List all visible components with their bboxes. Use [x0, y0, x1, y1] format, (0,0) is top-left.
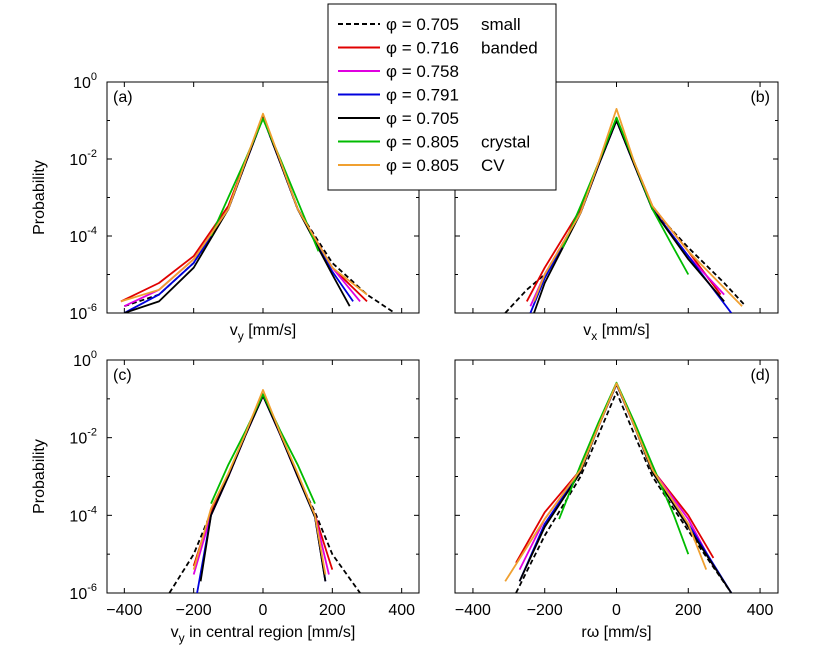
y-tick-exponent: -2: [87, 148, 97, 160]
series-line-5: [199, 394, 327, 582]
y-tick-base: 10: [69, 152, 87, 169]
series-line-6: [561, 116, 690, 275]
y-tick-base: 10: [69, 586, 87, 603]
x-tick-label: 0: [259, 602, 268, 619]
series-line-2: [192, 393, 334, 570]
legend-label: φ = 0.705: [386, 15, 459, 34]
series-line-7: [192, 388, 327, 575]
y-tick-exponent: -2: [87, 427, 97, 439]
series-line-3: [192, 394, 330, 575]
legend-label: φ = 0.805: [386, 133, 459, 152]
legend-label: φ = 0.805: [386, 156, 459, 175]
x-tick-label: −400: [455, 602, 491, 619]
legend-label: φ = 0.705: [386, 109, 459, 128]
x-label-rest: in central region [mm/s]: [185, 624, 356, 641]
y-tick-base: 10: [69, 508, 87, 525]
y-tick-exponent: 0: [91, 71, 97, 83]
x-tick-label: 400: [747, 602, 774, 619]
x-label-rest: [mm/s]: [244, 322, 296, 339]
series-line-1: [515, 391, 733, 593]
panel-b: (b) vx [mm/s]: [454, 81, 779, 343]
y-tick-base: 10: [69, 306, 87, 323]
x-label-main: v: [171, 624, 179, 641]
legend-label: φ = 0.758: [386, 62, 459, 81]
series-group: [120, 112, 396, 313]
x-label-main: rω: [581, 624, 599, 641]
x-tick-label: 0: [612, 602, 621, 619]
y-tick-exponent: -4: [87, 504, 97, 516]
x-axis-label: vx [mm/s]: [583, 322, 649, 343]
x-label-rest: [mm/s]: [599, 624, 651, 641]
x-axis-label: vy in central region [mm/s]: [171, 624, 356, 645]
y-tick-base: 10: [73, 75, 91, 92]
series-line-1: [168, 392, 361, 593]
x-tick-label: 200: [319, 602, 346, 619]
x-label-rest: [mm/s]: [597, 322, 649, 339]
y-tick-exponent: -4: [87, 225, 97, 237]
legend-note: banded: [481, 39, 538, 58]
y-axis-label: Probability: [31, 439, 48, 514]
x-axis-label: rω [mm/s]: [581, 624, 651, 641]
series-group: [168, 388, 361, 593]
y-tick-label: 100: [73, 71, 97, 92]
series-group: [504, 381, 733, 593]
x-tick-label: 200: [675, 602, 702, 619]
legend-note: CV: [481, 156, 505, 175]
y-axis-label: Probability: [31, 160, 48, 235]
panel-label: (c): [113, 367, 132, 384]
y-tick-exponent: -6: [87, 302, 97, 314]
series-line-7: [533, 108, 743, 307]
y-tick-label: 10-4: [69, 504, 97, 525]
legend-note: crystal: [481, 133, 530, 152]
y-tick-base: 10: [69, 431, 87, 448]
series-line-6: [210, 393, 316, 504]
x-tick-label: 400: [388, 602, 415, 619]
series-line-6: [210, 118, 320, 252]
series-line-7: [504, 382, 708, 582]
x-label-sub: x: [591, 329, 597, 343]
x-tick-label: −400: [106, 602, 142, 619]
y-tick-label: 10-2: [69, 427, 97, 448]
x-label-main: v: [583, 322, 591, 339]
series-line-5: [533, 119, 725, 313]
y-tick-label: 10-6: [69, 582, 97, 603]
y-tick-exponent: -6: [87, 582, 97, 594]
legend-label: φ = 0.791: [386, 86, 459, 105]
panel-label: (d): [750, 367, 770, 384]
panel-label: (b): [750, 89, 770, 106]
x-tick-label: −200: [527, 602, 563, 619]
y-tick-exponent: 0: [91, 349, 97, 361]
y-tick-label: 100: [73, 349, 97, 370]
legend-label: φ = 0.716: [386, 39, 459, 58]
x-tick-label: −200: [176, 602, 212, 619]
series-line-2: [515, 382, 715, 564]
series-line-3: [123, 116, 361, 308]
series-group: [504, 108, 747, 313]
y-tick-base: 10: [73, 353, 91, 370]
x-label-sub: y: [179, 631, 185, 645]
y-tick-label: 10-6: [69, 302, 97, 323]
y-tick-label: 10-2: [69, 148, 97, 169]
panel-d: −400 −200 0 200 400 (d) rω [mm/s]: [454, 359, 779, 641]
panel-label: (a): [113, 89, 133, 106]
series-line-7: [120, 112, 368, 303]
legend-box: [327, 3, 557, 191]
axes-box: [454, 359, 779, 594]
legend: φ = 0.705 small φ = 0.716 banded φ = 0.758 φ …: [327, 3, 557, 191]
x-axis-label: vy [mm/s]: [230, 322, 296, 343]
y-tick-base: 10: [69, 229, 87, 246]
x-label-sub: y: [238, 329, 244, 343]
x-label-main: v: [230, 322, 238, 339]
y-tick-label: 10-4: [69, 225, 97, 246]
legend-note: small: [481, 15, 521, 34]
